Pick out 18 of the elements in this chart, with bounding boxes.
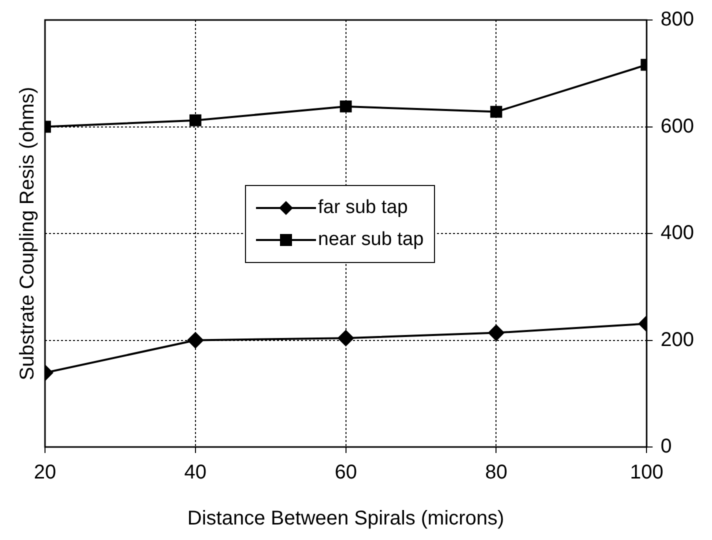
point: [488, 324, 504, 341]
x-tick-label: 40: [184, 462, 207, 484]
point: [340, 100, 352, 112]
legend-label: far sub tap: [318, 196, 408, 220]
x-tick-label: 60: [334, 462, 357, 484]
y-tick-label: 800: [660, 8, 694, 31]
point: [338, 330, 354, 346]
legend-label: near sub tap: [318, 228, 424, 252]
y-tick-label: 0: [660, 436, 672, 458]
x-axis-title: Distance Between Spirals (microns): [187, 508, 504, 530]
x-tick-label: 80: [485, 462, 508, 484]
y-tick-label: 600: [660, 115, 694, 138]
x-tick-label: 20: [34, 462, 56, 484]
y-tick-label: 200: [660, 328, 694, 351]
y-tick-label: 400: [660, 222, 694, 244]
point: [490, 106, 502, 118]
x-tick-label: 100: [630, 462, 664, 484]
y-axis-title: Substrate Coupling Resis (ohms): [16, 86, 39, 380]
